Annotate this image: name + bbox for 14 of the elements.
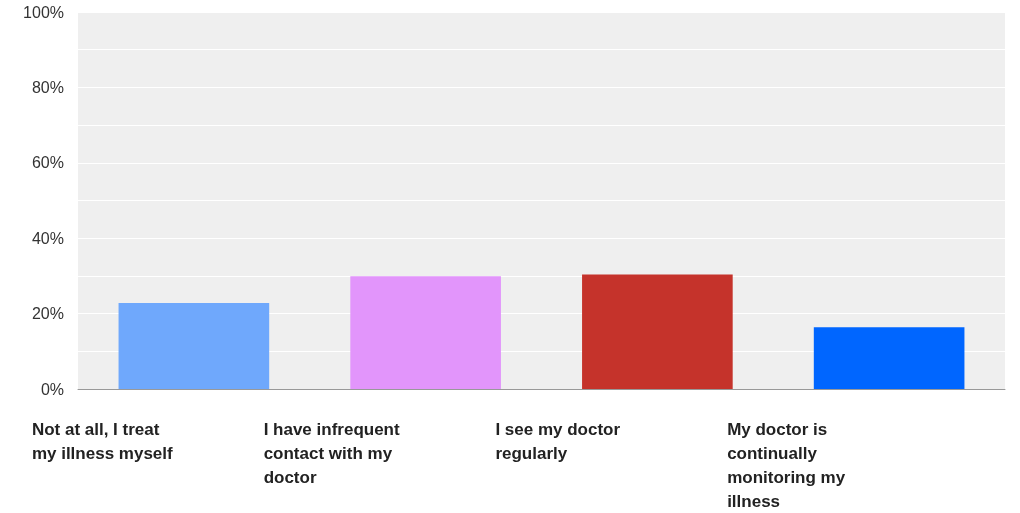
bar [350,276,501,389]
y-tick-label: 60% [31,154,64,172]
y-tick-label: 40% [31,229,64,247]
y-tick-label: 100% [23,3,64,21]
y-tick-label: 20% [31,305,64,323]
x-tick-label: I have infrequent contact with my doctor [263,419,405,487]
y-tick-label: 80% [31,78,64,96]
x-tick-label: I see my doctor regularly [495,419,625,463]
bar [582,274,733,389]
bar [118,303,270,389]
y-tick-label: 0% [40,380,64,398]
bar [813,327,965,389]
x-tick-label: My doctor is continually monitoring my illness [727,419,850,511]
x-tick-label: Not at all, I treat my illness myself [31,419,174,463]
